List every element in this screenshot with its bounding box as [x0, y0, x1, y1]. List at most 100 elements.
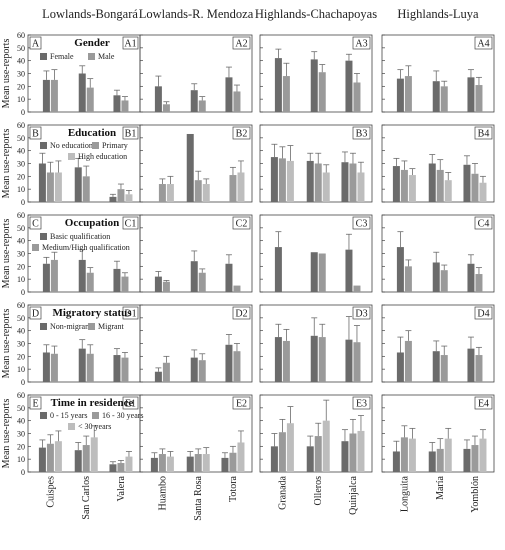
bar [310, 252, 318, 292]
panel-id: B2 [236, 129, 248, 140]
bar [408, 175, 416, 202]
bar [50, 353, 58, 382]
panel-id-box [474, 396, 493, 410]
bar [194, 180, 202, 202]
legend-label: Medium/High qualification [42, 243, 130, 252]
bar [162, 281, 170, 292]
bar [440, 355, 448, 382]
legend-label: 16 - 30 years [102, 411, 144, 420]
region-title: Lowlands-Bongará [42, 7, 138, 21]
legend-swatch [68, 423, 75, 430]
bar [432, 81, 440, 112]
bar [353, 285, 361, 292]
bar [278, 158, 286, 202]
legend-label: Basic qualification [50, 232, 110, 241]
bar [479, 438, 487, 472]
bar [428, 163, 436, 202]
x-category-label: Cuispes [45, 476, 56, 508]
bar [404, 76, 412, 112]
bar [154, 371, 162, 382]
bar [117, 189, 125, 202]
bar [392, 451, 400, 472]
y-tick-label: 0 [21, 108, 25, 117]
panel-id-box [352, 396, 371, 410]
bar [310, 59, 318, 112]
bar [318, 72, 326, 112]
bar [125, 194, 133, 202]
bar [202, 184, 210, 202]
bar [186, 456, 194, 472]
legend-label: High education [78, 152, 127, 161]
panel-id-box [122, 36, 139, 50]
bar [190, 357, 198, 382]
bar [46, 172, 54, 202]
panel-letter-box [29, 306, 42, 320]
bar [38, 163, 46, 202]
x-category-label: Olleros [313, 476, 324, 506]
bar [440, 270, 448, 292]
bar [306, 160, 314, 202]
row-title: Time in residence [51, 397, 134, 409]
panel-id-box [474, 306, 493, 320]
y-tick-label: 60 [17, 391, 25, 400]
legend-swatch [32, 244, 39, 251]
bar [117, 463, 125, 472]
bar [475, 85, 483, 112]
y-tick-label: 50 [17, 404, 25, 413]
bar [166, 184, 174, 202]
legend-swatch [40, 142, 47, 149]
y-tick-label: 20 [17, 82, 25, 91]
panel-id: E3 [356, 399, 367, 410]
bar [78, 73, 86, 112]
bar [396, 78, 404, 112]
y-tick-label: 20 [17, 442, 25, 451]
y-tick-label: 30 [17, 430, 25, 439]
panel-letter: A [32, 39, 40, 50]
bar [38, 447, 46, 472]
legend-swatch [88, 53, 95, 60]
bar [475, 355, 483, 382]
panel-id-box [352, 126, 371, 140]
bar [225, 344, 233, 382]
legend-label: < 30 years [78, 422, 111, 431]
panel-id: D3 [355, 309, 367, 320]
bar [113, 355, 121, 382]
bar [408, 438, 416, 472]
bar [392, 166, 400, 202]
bar [353, 342, 361, 382]
legend-label: 0 - 15 years [50, 411, 88, 420]
panel-id-box [122, 396, 139, 410]
panel-id: A3 [355, 39, 367, 50]
legend-label: Female [50, 52, 74, 61]
panel-id: A2 [235, 39, 247, 50]
bar [286, 160, 294, 202]
bar [190, 90, 198, 112]
y-tick-label: 0 [21, 378, 25, 387]
bar [78, 348, 86, 382]
y-tick-label: 0 [21, 288, 25, 297]
legend-swatch [40, 53, 47, 60]
bar [82, 445, 90, 472]
bar [221, 457, 229, 472]
y-tick-label: 30 [17, 70, 25, 79]
bar [229, 175, 237, 202]
x-category-label: María [435, 475, 446, 499]
y-tick-label: 0 [21, 468, 25, 477]
bar [274, 337, 282, 382]
panel-id: E2 [236, 399, 247, 410]
x-category-label: San Carlos [81, 476, 92, 520]
bar [400, 169, 408, 202]
x-category-label: Santa Rosa [193, 475, 204, 520]
bar [314, 163, 322, 202]
panel-letter: E [32, 399, 38, 410]
bar [186, 133, 194, 202]
bar [74, 167, 82, 202]
bar [282, 340, 290, 382]
y-tick-label: 60 [17, 31, 25, 40]
legend-label: Non-migrant [50, 322, 92, 331]
bar [109, 464, 117, 472]
bar [400, 437, 408, 472]
bar [198, 100, 206, 112]
bar [233, 91, 241, 112]
panel-letter: C [32, 219, 39, 230]
